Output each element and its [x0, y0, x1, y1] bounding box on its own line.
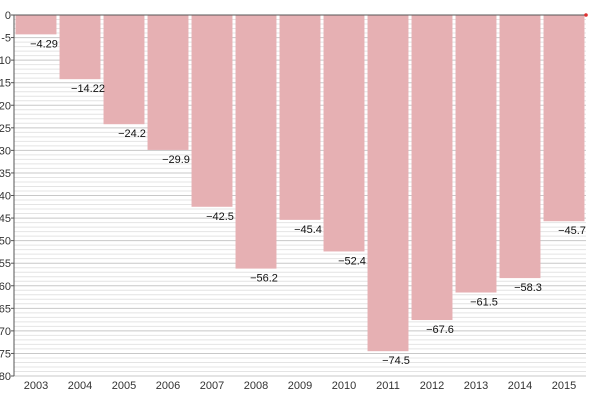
x-tick-label: 2014	[508, 380, 532, 392]
x-tick-label: 2003	[24, 380, 48, 392]
bar-2003	[15, 15, 57, 35]
data-label-2006: −29.9	[162, 154, 190, 166]
axis-end-marker	[584, 13, 588, 17]
x-axis-ticks: 2003 2004 2005 2006 2007 2008 2009 2010 2011 2012…	[24, 380, 576, 392]
x-tick-label: 2015	[552, 380, 576, 392]
data-label-2005: −24.2	[118, 128, 146, 140]
x-tick-label: 2004	[68, 380, 92, 392]
bar-2005	[103, 15, 145, 125]
data-label-2008: −56.2	[250, 273, 278, 285]
data-label-2012: −67.6	[426, 324, 454, 336]
bar-2010	[323, 15, 365, 252]
y-axis-ticks: 0 -5 -10 -15 -20 -25 -30 -35 -40 -45 -50 -55 -60 -65 -…	[0, 10, 14, 383]
y-tick-label: -40	[0, 191, 11, 203]
y-tick-label: -80	[0, 371, 11, 383]
y-tick-label: -25	[0, 123, 11, 135]
x-tick-label: 2007	[200, 380, 224, 392]
x-tick-label: 2012	[420, 380, 444, 392]
bar-2006	[147, 15, 189, 150]
y-tick-label: -15	[0, 78, 11, 90]
y-tick-label: -75	[0, 348, 11, 360]
data-label-2014: −58.3	[514, 282, 542, 294]
x-tick-label: 2006	[156, 380, 180, 392]
x-tick-label: 2008	[244, 380, 268, 392]
bar-2004	[59, 15, 101, 80]
y-tick-label: -60	[0, 281, 11, 293]
y-tick-label: -70	[0, 326, 11, 338]
bar-2007	[191, 15, 233, 207]
data-label-2013: −61.5	[470, 297, 498, 309]
data-label-2009: −45.4	[294, 224, 322, 236]
y-tick-label: -65	[0, 303, 11, 315]
y-tick-label: -30	[0, 145, 11, 157]
bar-2014	[499, 15, 541, 279]
bar-2015	[543, 15, 585, 222]
y-tick-label: -45	[0, 213, 11, 225]
bar-2011	[367, 15, 409, 352]
data-label-2007: −42.5	[206, 211, 234, 223]
y-tick-label: 0	[5, 10, 11, 22]
y-tick-label: -20	[0, 100, 11, 112]
x-tick-label: 2013	[464, 380, 488, 392]
data-labels: −4.29 −14.22 −24.2 −29.9 −42.5 −56.2 −45.4 −52.…	[30, 38, 586, 367]
data-label-2015: −45.7	[558, 225, 586, 237]
x-tick-label: 2011	[376, 380, 400, 392]
x-tick-label: 2010	[332, 380, 356, 392]
y-tick-label: -35	[0, 168, 11, 180]
bar-2008	[235, 15, 277, 269]
bars	[15, 15, 585, 352]
y-tick-label: -10	[0, 55, 11, 67]
x-tick-label: 2009	[288, 380, 312, 392]
data-label-2010: −52.4	[338, 255, 366, 267]
y-tick-label: -50	[0, 236, 11, 248]
data-label-2011: −74.5	[382, 355, 410, 367]
bar-2009	[279, 15, 321, 220]
data-label-2003: −4.29	[30, 38, 58, 50]
y-tick-label: -55	[0, 258, 11, 270]
x-tick-label: 2005	[112, 380, 136, 392]
bar-2013	[455, 15, 497, 293]
y-tick-label: -5	[1, 33, 11, 45]
bar-2012	[411, 15, 453, 321]
data-label-2004: −14.22	[71, 83, 105, 95]
